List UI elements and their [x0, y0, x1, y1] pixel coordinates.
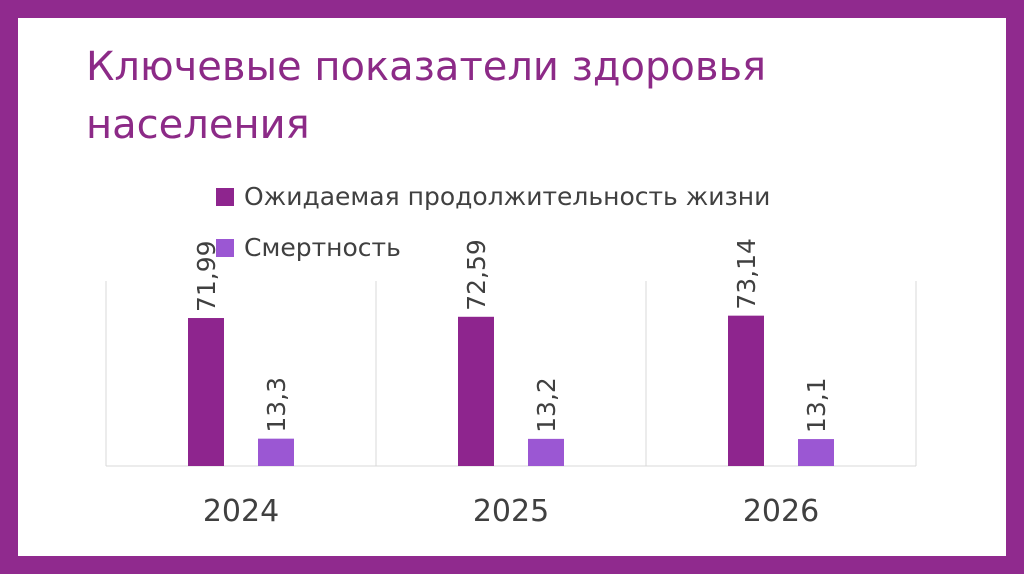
legend-item-life-expectancy: Ожидаемая продолжительность жизни: [216, 182, 770, 211]
bar-life-expectancy: [458, 316, 494, 466]
legend-label-mortality: Смертность: [244, 233, 401, 262]
legend-label-life-expectancy: Ожидаемая продолжительность жизни: [244, 182, 771, 211]
data-label: 13,3: [262, 377, 291, 433]
chart-title: Ключевые показатели здоровья населения: [86, 44, 767, 148]
data-label: 72,59: [462, 239, 491, 311]
bar-mortality: [798, 439, 834, 466]
bar-mortality: [528, 438, 564, 466]
data-label: 13,2: [532, 377, 561, 433]
bar-life-expectancy: [188, 318, 224, 466]
data-label: 13,1: [802, 377, 831, 433]
data-label: 71,99: [192, 240, 221, 312]
data-label: 73,14: [732, 238, 761, 310]
x-tick-label: 2025: [473, 494, 549, 529]
legend-swatch-mortality: [216, 238, 234, 257]
legend-item-mortality: Смертность: [216, 233, 401, 262]
x-tick-label: 2024: [203, 494, 279, 529]
bar-mortality: [258, 438, 294, 466]
legend-swatch-life-expectancy: [216, 187, 234, 206]
bar-life-expectancy: [728, 315, 764, 466]
x-tick-label: 2026: [743, 494, 819, 529]
